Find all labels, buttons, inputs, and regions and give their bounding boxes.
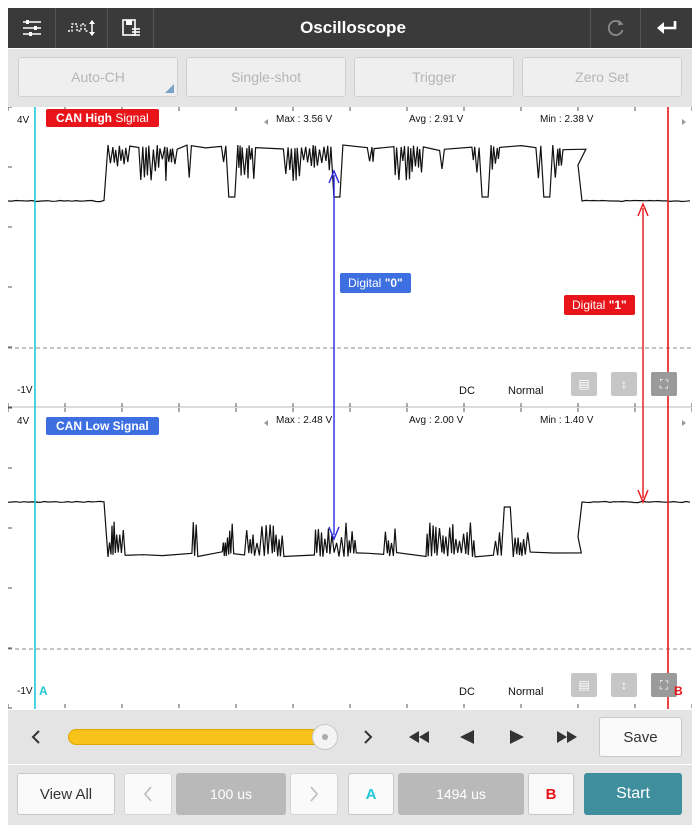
dropdown-corner-icon <box>165 84 174 93</box>
ch2-ymin-label: -1V <box>17 686 33 697</box>
function-toolbar: Auto-CH Single-shot Trigger Zero Set <box>8 49 692 107</box>
trigger-button[interactable]: Trigger <box>354 57 514 97</box>
cursor-b-button[interactable]: B <box>528 773 574 815</box>
chevron-right-icon <box>310 786 319 802</box>
digital0-arrow-head-top <box>328 169 340 184</box>
cursor-time-value: 1494 us <box>436 786 486 802</box>
can-high-badge-normal: Signal <box>112 111 149 125</box>
digital-1-prefix: Digital <box>572 298 609 312</box>
save-label: Save <box>623 728 658 746</box>
digital-0-annotation: Digital "0" <box>340 273 411 293</box>
timeline-slider-track[interactable] <box>68 729 336 745</box>
digital-1-value: "1" <box>608 298 627 312</box>
can-low-badge-bold: CAN Low Signal <box>56 419 149 433</box>
step-forward-icon[interactable] <box>502 710 532 764</box>
digital1-arrow-head-top <box>637 202 649 217</box>
digital0-arrow-head-bottom <box>328 526 340 541</box>
ch2-scroll-right-icon[interactable] <box>682 420 686 426</box>
ch2-list-icon[interactable]: ▤ <box>571 673 597 697</box>
zero-set-button[interactable]: Zero Set <box>522 57 682 97</box>
can-low-badge[interactable]: CAN Low Signal <box>46 417 159 435</box>
ch1-avg-value: Avg : 2.91 V <box>409 114 464 125</box>
back-return-icon[interactable] <box>640 8 692 48</box>
waveform-adjust-icon[interactable] <box>56 8 108 48</box>
can-high-waveform <box>8 144 691 203</box>
ch1-mode: Normal <box>508 385 544 397</box>
ch2-mode: Normal <box>508 686 544 698</box>
view-all-label: View All <box>39 785 93 803</box>
timebase-decrease-button[interactable] <box>124 773 172 815</box>
start-button[interactable]: Start <box>584 773 682 815</box>
ch2-fullscreen-icon[interactable]: ⛶ <box>651 673 677 697</box>
ch1-list-icon[interactable]: ▤ <box>571 372 597 396</box>
chevron-left-icon <box>143 786 152 802</box>
ch1-vertical-adjust-icon[interactable]: ↕ <box>611 372 637 396</box>
ch1-scroll-right-icon[interactable] <box>682 119 686 125</box>
cursor-b-button-label: B <box>545 785 557 803</box>
page-title: Oscilloscope <box>300 18 406 37</box>
ch2-max-value: Max : 2.48 V <box>276 415 333 426</box>
start-label: Start <box>616 785 650 802</box>
can-low-waveform <box>8 500 691 558</box>
auto-ch-button[interactable]: Auto-CH <box>18 57 178 97</box>
settings-sliders-icon[interactable] <box>8 8 56 48</box>
view-all-button[interactable]: View All <box>17 773 115 815</box>
ch2-min-value: Min : 1.40 V <box>540 415 594 426</box>
timebase-increase-button[interactable] <box>290 773 338 815</box>
ch1-fullscreen-icon[interactable]: ⛶ <box>651 372 677 396</box>
ch1-min-value: Min : 2.38 V <box>540 114 594 125</box>
can-high-badge-bold: CAN High <box>56 111 112 125</box>
timeline-slider-knob[interactable] <box>312 724 339 750</box>
fast-forward-icon[interactable] <box>552 710 582 764</box>
ch1-max-value: Max : 3.56 V <box>276 114 333 125</box>
app-header: Oscilloscope <box>8 8 692 48</box>
timebase-display: 100 us <box>176 773 286 815</box>
digital-1-annotation: Digital "1" <box>564 295 635 315</box>
ch1-ymin-label: -1V <box>17 385 33 396</box>
cursor-time-display: 1494 us <box>398 773 524 815</box>
step-back-icon[interactable] <box>452 710 482 764</box>
digital-0-prefix: Digital <box>348 276 385 290</box>
cursor-b-marker[interactable]: B <box>674 684 683 698</box>
fast-rewind-icon[interactable] <box>404 710 434 764</box>
oscilloscope-display[interactable]: 4V -1V CAN High Signal Max : 3.56 V Avg … <box>8 107 692 709</box>
ch2-ymax-label: 4V <box>17 416 30 427</box>
ch1-ymax-label: 4V <box>17 115 30 126</box>
ch1-coupling: DC <box>459 385 475 397</box>
ch2-vertical-adjust-icon[interactable]: ↕ <box>611 673 637 697</box>
save-button[interactable]: Save <box>599 717 682 757</box>
single-shot-label: Single-shot <box>230 69 302 85</box>
cursor-a-button[interactable]: A <box>348 773 394 815</box>
trigger-label: Trigger <box>412 69 456 85</box>
zero-set-label: Zero Set <box>575 69 629 85</box>
timebase-value: 100 us <box>209 786 253 802</box>
single-shot-button[interactable]: Single-shot <box>186 57 346 97</box>
cursor-a-button-label: A <box>365 785 377 803</box>
ch2-avg-value: Avg : 2.00 V <box>409 415 464 426</box>
bottom-toolbar: View All 100 us A 1494 us B Start <box>8 765 692 825</box>
axis-ticks <box>8 107 692 709</box>
digital1-arrow-head-bottom <box>637 489 649 504</box>
ch2-scroll-left-icon[interactable] <box>264 420 268 426</box>
scroll-right-icon[interactable] <box>354 710 382 764</box>
ch1-scroll-left-icon[interactable] <box>264 119 268 125</box>
cursor-a-marker[interactable]: A <box>39 684 48 698</box>
scroll-left-icon[interactable] <box>22 710 50 764</box>
timeline-bar: Save <box>8 710 692 764</box>
ch2-coupling: DC <box>459 686 475 698</box>
can-high-badge[interactable]: CAN High Signal <box>46 109 159 127</box>
save-disk-icon[interactable] <box>108 8 154 48</box>
auto-ch-label: Auto-CH <box>71 69 125 85</box>
refresh-icon[interactable] <box>590 8 640 48</box>
digital-0-value: "0" <box>384 276 403 290</box>
scope-canvas <box>8 107 692 709</box>
